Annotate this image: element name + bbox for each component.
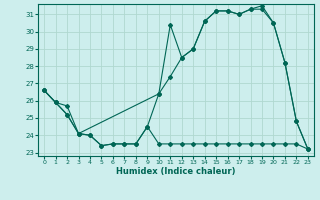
X-axis label: Humidex (Indice chaleur): Humidex (Indice chaleur) [116,167,236,176]
